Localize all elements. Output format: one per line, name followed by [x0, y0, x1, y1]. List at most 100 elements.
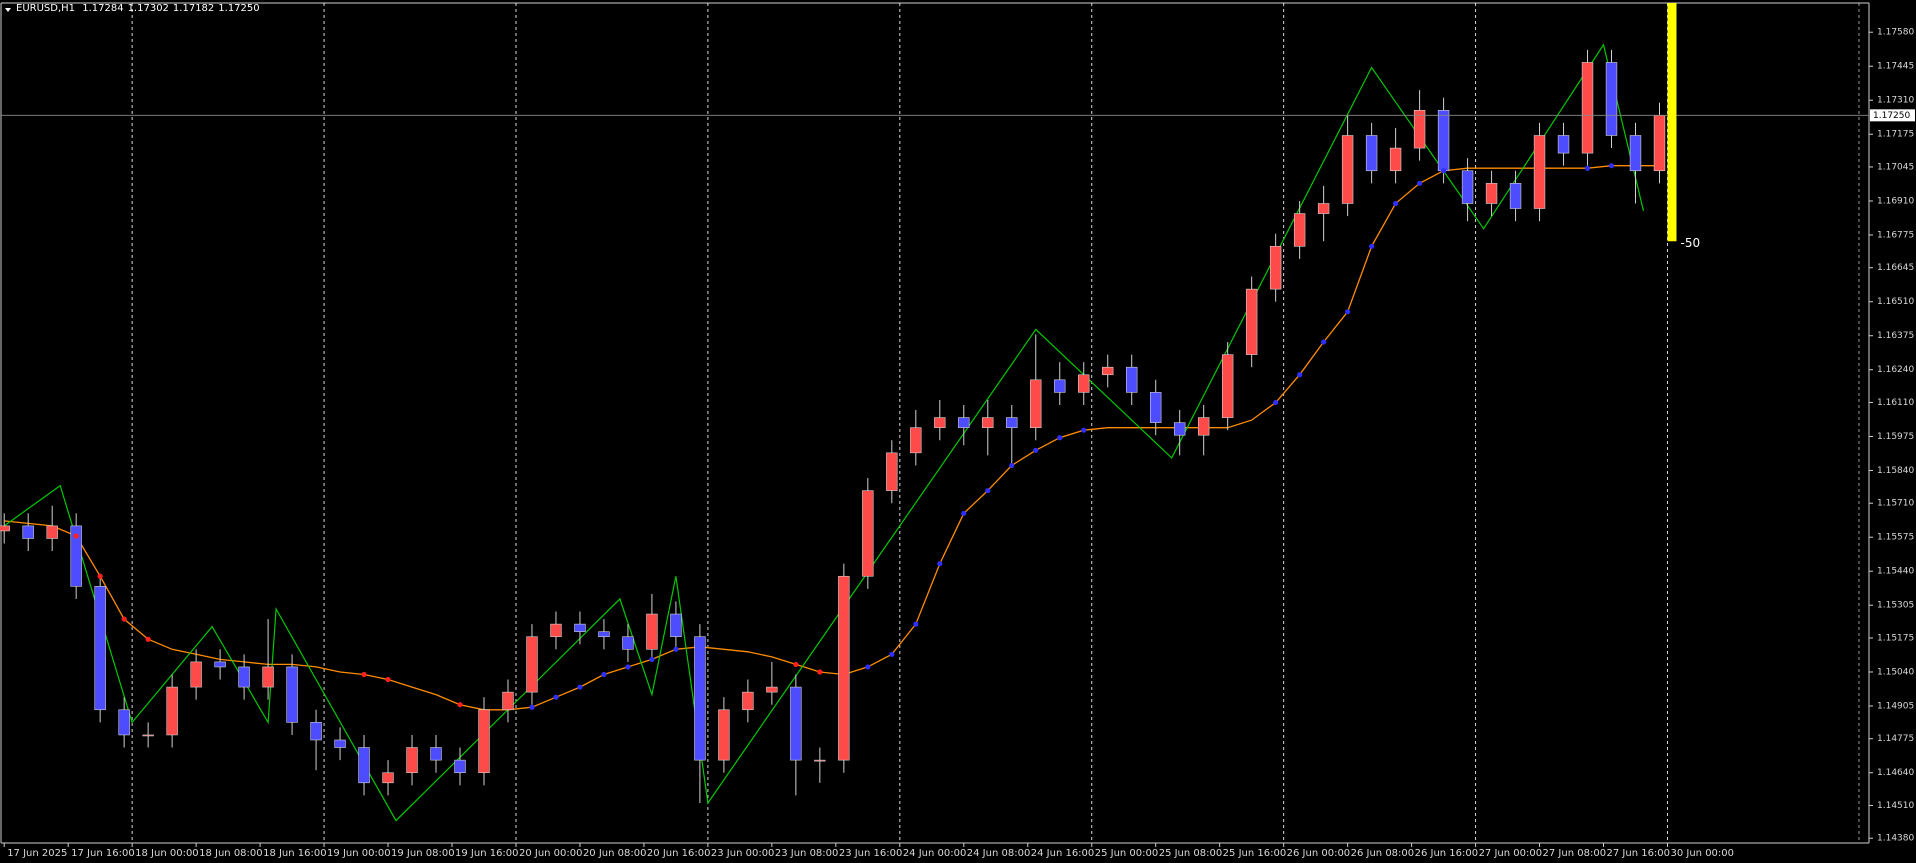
y-tick-label: 1.16645 — [1877, 263, 1914, 273]
rising-dot — [1081, 427, 1087, 433]
y-tick-label: 1.16775 — [1877, 230, 1914, 240]
candle-body — [1269, 246, 1282, 290]
rising-dot — [913, 621, 919, 627]
candle-body — [1054, 379, 1066, 393]
candle-body — [166, 686, 178, 736]
y-tick-label: 1.17175 — [1877, 130, 1914, 140]
falling-dot — [121, 616, 127, 622]
rising-dot — [1369, 243, 1375, 249]
candle-body — [118, 709, 130, 736]
rising-dot — [1584, 165, 1591, 171]
x-tick-label: 19 Jun 08:00 — [391, 848, 455, 859]
x-tick-label: 27 Jun 00:00 — [1479, 848, 1543, 859]
rising-dot — [1297, 372, 1303, 378]
falling-dot — [817, 669, 823, 675]
candle-body — [814, 759, 826, 762]
candle-body — [934, 417, 946, 428]
candle-body — [1173, 422, 1186, 436]
candle-body — [1557, 135, 1570, 154]
rising-dot — [1393, 200, 1399, 207]
candle-body — [886, 452, 898, 491]
x-tick-label: 25 Jun 16:00 — [1223, 848, 1287, 859]
y-tick-label: 1.15975 — [1877, 432, 1914, 442]
candle-body — [790, 686, 802, 761]
candle-body — [766, 686, 778, 693]
moving-average — [4, 165, 1660, 711]
candle-body — [286, 666, 298, 723]
candle-body — [1102, 366, 1114, 376]
candle-body — [1030, 379, 1042, 428]
y-tick-label: 1.16910 — [1877, 196, 1914, 206]
y-tick-label: 1.16110 — [1877, 398, 1914, 408]
candle-body — [862, 490, 874, 577]
y-tick-label: 1.15710 — [1877, 499, 1914, 509]
menu-arrow[interactable] — [5, 8, 11, 12]
x-tick-label: 20 Jun 08:00 — [583, 848, 647, 859]
symbol: EURUSD,H1 — [16, 3, 76, 14]
falling-dot — [145, 636, 151, 642]
rising-dot — [625, 664, 631, 670]
falling-dot — [361, 671, 367, 678]
chart-header: EURUSD,H1 1.17284 1.17302 1.17182 1.17250 — [4, 3, 264, 14]
candle-body — [1317, 203, 1330, 214]
y-tick-label: 1.14640 — [1877, 768, 1914, 778]
x-tick-label: 24 Jun 00:00 — [903, 848, 967, 859]
candle-body — [406, 747, 418, 774]
candle-body — [382, 772, 394, 784]
rising-dot — [1321, 339, 1327, 345]
candle-body — [1006, 417, 1018, 428]
falling-dot — [97, 573, 103, 579]
candle-body — [1605, 62, 1618, 136]
rising-dot — [1440, 168, 1447, 174]
rising-dot — [865, 664, 871, 670]
candle-body — [910, 427, 922, 454]
y-tick-label: 1.15840 — [1877, 466, 1914, 476]
candle-body — [0, 525, 10, 532]
zigzag-line — [3, 43, 1645, 822]
candle-body — [1126, 366, 1138, 393]
y-tick-label: 1.16240 — [1877, 365, 1914, 375]
falling-dot — [385, 676, 391, 683]
candle-body — [526, 636, 538, 693]
candle-body — [478, 709, 490, 774]
candle-body — [838, 575, 850, 761]
quote-high: 1.17302 — [127, 3, 169, 14]
candle-body — [1150, 392, 1162, 423]
candle-body — [982, 417, 994, 428]
x-tick-label: 20 Jun 16:00 — [647, 848, 711, 859]
quote-close: 1.17250 — [218, 3, 260, 14]
quote-low: 1.17182 — [172, 3, 215, 14]
rising-dot — [577, 684, 583, 690]
candle-body — [334, 739, 346, 748]
candle-body — [1341, 135, 1354, 204]
rising-dot — [601, 671, 607, 678]
candle-body — [46, 525, 58, 539]
y-tick-label: 1.15575 — [1877, 533, 1914, 543]
rising-dot — [673, 646, 679, 652]
candle-body — [1437, 109, 1450, 172]
candle-body — [22, 525, 34, 539]
x-tick-label: 25 Jun 00:00 — [1095, 848, 1159, 859]
y-tick-label: 1.15040 — [1877, 667, 1914, 677]
candle-body — [358, 747, 370, 784]
y-tick-label: 1.14380 — [1877, 834, 1914, 844]
x-tick-label: 26 Jun 16:00 — [1415, 848, 1479, 859]
candle-body — [1221, 354, 1234, 418]
candle-body — [190, 661, 202, 688]
candle-body — [430, 747, 442, 761]
y-tick-label: 1.15305 — [1877, 601, 1914, 611]
candle-body — [670, 613, 682, 638]
x-tick-label: 24 Jun 08:00 — [967, 848, 1031, 859]
rising-dot — [985, 488, 991, 494]
candle-body — [1365, 135, 1378, 172]
rising-dot — [1416, 180, 1423, 186]
x-tick-label: 18 Jun 08:00 — [199, 848, 263, 859]
candle-body — [1533, 135, 1546, 209]
falling-dot — [457, 702, 463, 708]
rising-dot — [1608, 163, 1615, 169]
y-tick-label: 1.17580 — [1877, 28, 1914, 38]
rising-dot — [1033, 447, 1039, 453]
